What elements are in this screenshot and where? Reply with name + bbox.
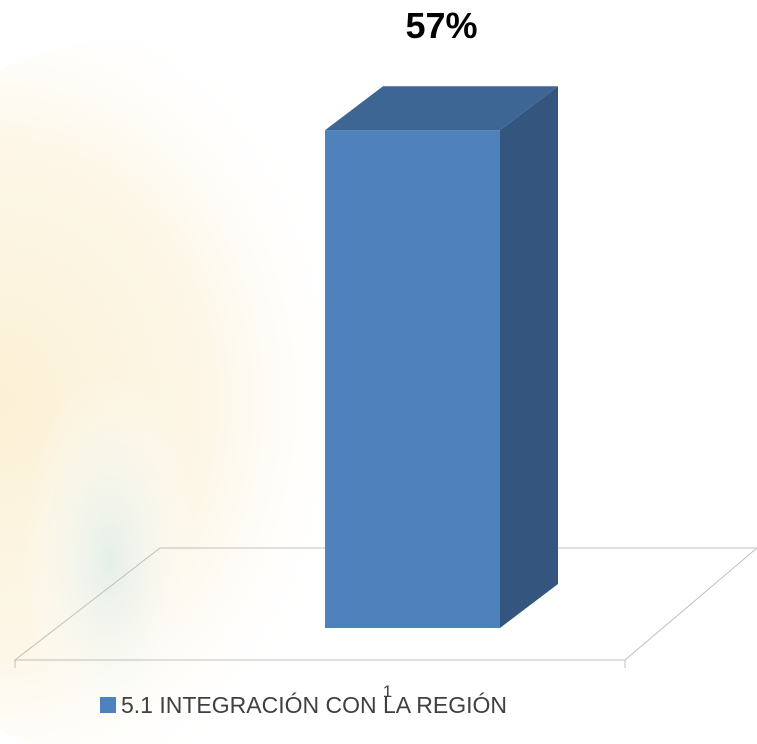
floor	[13, 547, 757, 661]
watermark	[20, 370, 200, 744]
legend-label: 5.1 INTEGRACIÓN CON LA REGIÓN	[121, 692, 507, 718]
data-label: 57%	[405, 5, 477, 46]
bar-top	[325, 86, 558, 131]
bar	[325, 130, 500, 628]
x-tick-label: 1	[383, 682, 392, 701]
bar-side	[500, 86, 558, 628]
legend-swatch	[100, 697, 116, 713]
